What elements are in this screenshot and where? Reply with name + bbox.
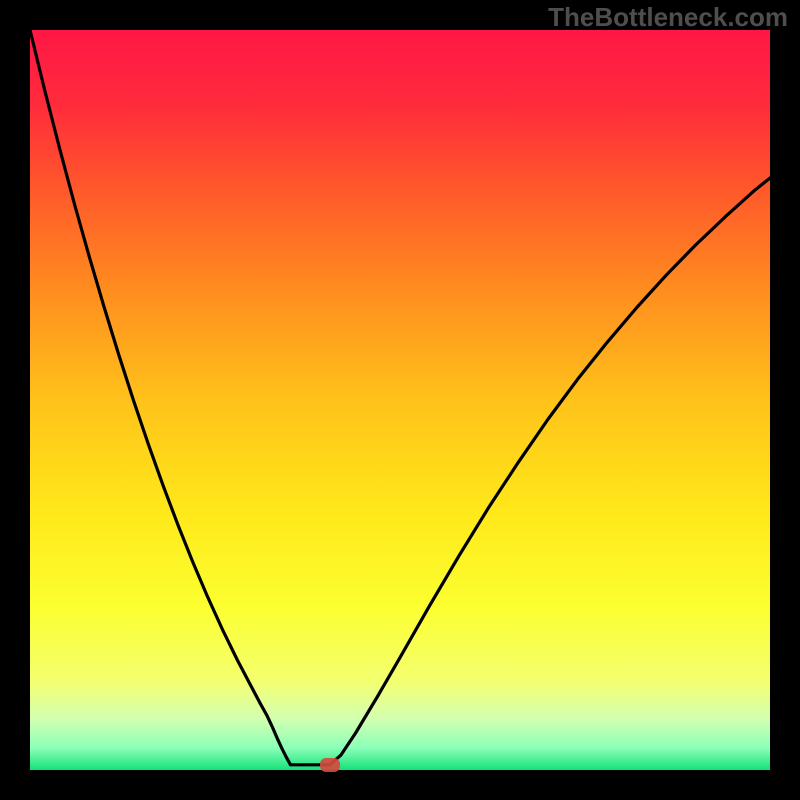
- optimal-point-marker: [320, 758, 340, 772]
- bottleneck-curve: [0, 0, 800, 800]
- watermark-text: TheBottleneck.com: [548, 2, 788, 33]
- chart-stage: TheBottleneck.com: [0, 0, 800, 800]
